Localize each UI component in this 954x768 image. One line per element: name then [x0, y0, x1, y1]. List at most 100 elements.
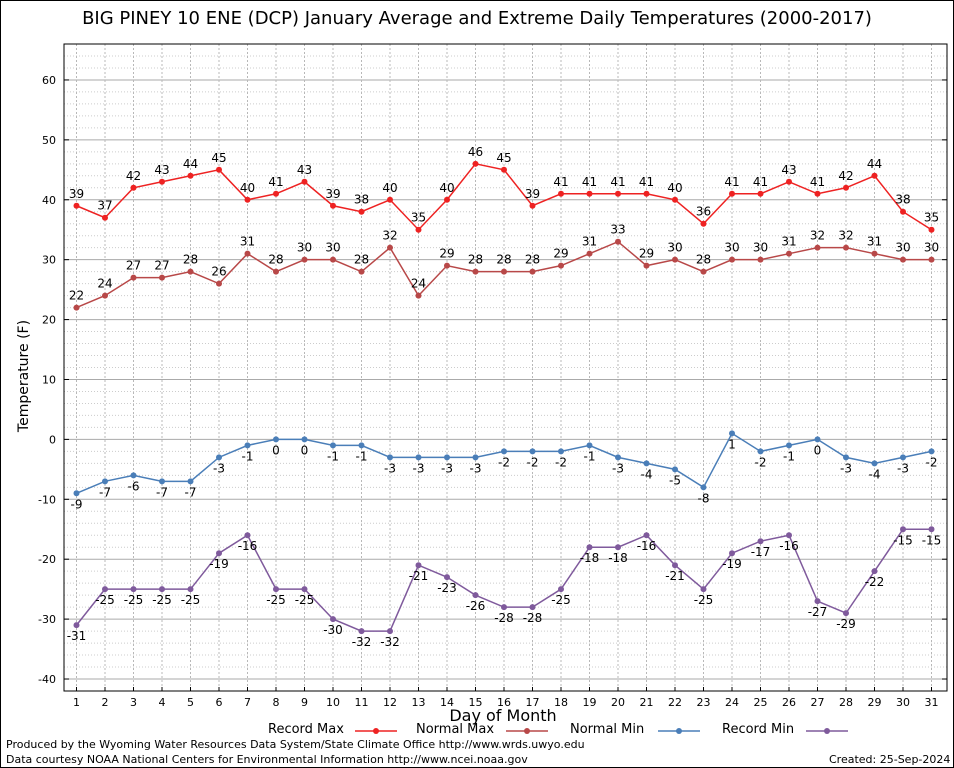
- data-point: [159, 478, 165, 485]
- data-point: [330, 256, 336, 263]
- data-point: [358, 268, 365, 275]
- data-label: -3: [413, 461, 425, 475]
- data-point: [102, 214, 108, 221]
- data-point: [871, 172, 878, 179]
- data-point: [330, 202, 336, 209]
- data-label: -25: [124, 593, 144, 607]
- data-label: 31: [582, 235, 597, 249]
- data-point: [529, 448, 536, 455]
- data-label: 40: [667, 181, 682, 195]
- data-point: [786, 442, 792, 449]
- data-label: -21: [409, 569, 429, 583]
- data-label: -28: [494, 611, 514, 625]
- data-label: -28: [523, 611, 543, 625]
- data-label: -2: [755, 455, 767, 469]
- data-point: [529, 604, 536, 611]
- x-tick-label: 14: [440, 696, 454, 709]
- data-label: 29: [639, 247, 654, 261]
- data-point: [415, 454, 422, 461]
- x-tick-label: 20: [611, 696, 625, 709]
- data-label: 28: [525, 253, 540, 267]
- data-point: [928, 448, 935, 455]
- x-tick-label: 10: [326, 696, 340, 709]
- data-point: [814, 436, 821, 443]
- data-label: -25: [95, 593, 115, 607]
- data-point: [73, 622, 80, 629]
- x-tick-label: 11: [355, 696, 369, 709]
- data-label: -25: [551, 593, 571, 607]
- x-tick-label: 25: [754, 696, 768, 709]
- data-label: 42: [126, 169, 141, 183]
- data-point: [444, 454, 450, 461]
- data-point: [928, 226, 935, 233]
- data-label: -1: [783, 449, 795, 463]
- y-tick-label: 60: [42, 74, 56, 87]
- x-tick-label: 4: [159, 696, 166, 709]
- data-label: 39: [325, 187, 340, 201]
- data-point: [672, 466, 678, 473]
- x-axis-label: Day of Month: [449, 706, 557, 725]
- x-tick-label: 2: [102, 696, 109, 709]
- data-label: -25: [181, 593, 201, 607]
- plot-frame: [63, 43, 948, 692]
- data-point: [130, 274, 137, 281]
- data-label: -31: [67, 629, 87, 643]
- x-tick-label: 1: [73, 696, 80, 709]
- x-tick-label: 27: [811, 696, 825, 709]
- y-axis-label-wrap: Temperature (F): [4, 300, 34, 460]
- y-tick-label: 50: [42, 134, 56, 147]
- data-point: [672, 256, 678, 263]
- data-label: 39: [69, 187, 84, 201]
- data-label: 33: [610, 223, 625, 237]
- data-label: 40: [382, 181, 397, 195]
- data-point: [757, 190, 764, 197]
- data-label: 41: [582, 175, 597, 189]
- data-point: [73, 202, 80, 209]
- data-label: 41: [553, 175, 568, 189]
- data-label: -26: [466, 599, 486, 613]
- data-label: -4: [641, 467, 653, 481]
- data-point: [187, 478, 194, 485]
- data-label: 0: [301, 443, 309, 457]
- data-point: [700, 484, 707, 491]
- data-point: [501, 166, 507, 173]
- data-label: -9: [71, 497, 83, 511]
- data-point: [216, 454, 222, 461]
- data-point: [615, 454, 621, 461]
- data-label: 30: [724, 241, 739, 255]
- x-tick-label: 22: [668, 696, 682, 709]
- data-point: [586, 544, 593, 551]
- data-label: 28: [183, 253, 198, 267]
- x-tick-label: 31: [925, 696, 939, 709]
- data-point: [558, 586, 564, 593]
- data-label: 31: [867, 235, 882, 249]
- data-point: [444, 262, 450, 269]
- data-point: [159, 586, 165, 593]
- data-label: 44: [183, 157, 198, 171]
- data-label: 41: [268, 175, 283, 189]
- x-tick-label: 9: [301, 696, 308, 709]
- data-label: -1: [327, 449, 339, 463]
- data-point: [301, 436, 308, 443]
- data-point: [643, 460, 650, 467]
- data-point: [871, 460, 878, 467]
- data-label: 29: [439, 247, 454, 261]
- data-point: [757, 448, 764, 455]
- data-label: 24: [97, 277, 112, 291]
- data-point: [700, 268, 707, 275]
- data-label: 40: [439, 181, 454, 195]
- data-label: 30: [753, 241, 768, 255]
- data-label: -6: [128, 479, 140, 493]
- data-label: 46: [468, 145, 483, 159]
- data-point: [729, 550, 735, 557]
- data-point: [273, 436, 279, 443]
- data-point: [672, 562, 678, 569]
- data-label: 39: [525, 187, 540, 201]
- data-point: [273, 190, 279, 197]
- data-point: [757, 538, 764, 545]
- data-label: -4: [869, 467, 881, 481]
- data-label: 37: [97, 199, 112, 213]
- data-point: [130, 472, 137, 479]
- data-label: -23: [437, 581, 457, 595]
